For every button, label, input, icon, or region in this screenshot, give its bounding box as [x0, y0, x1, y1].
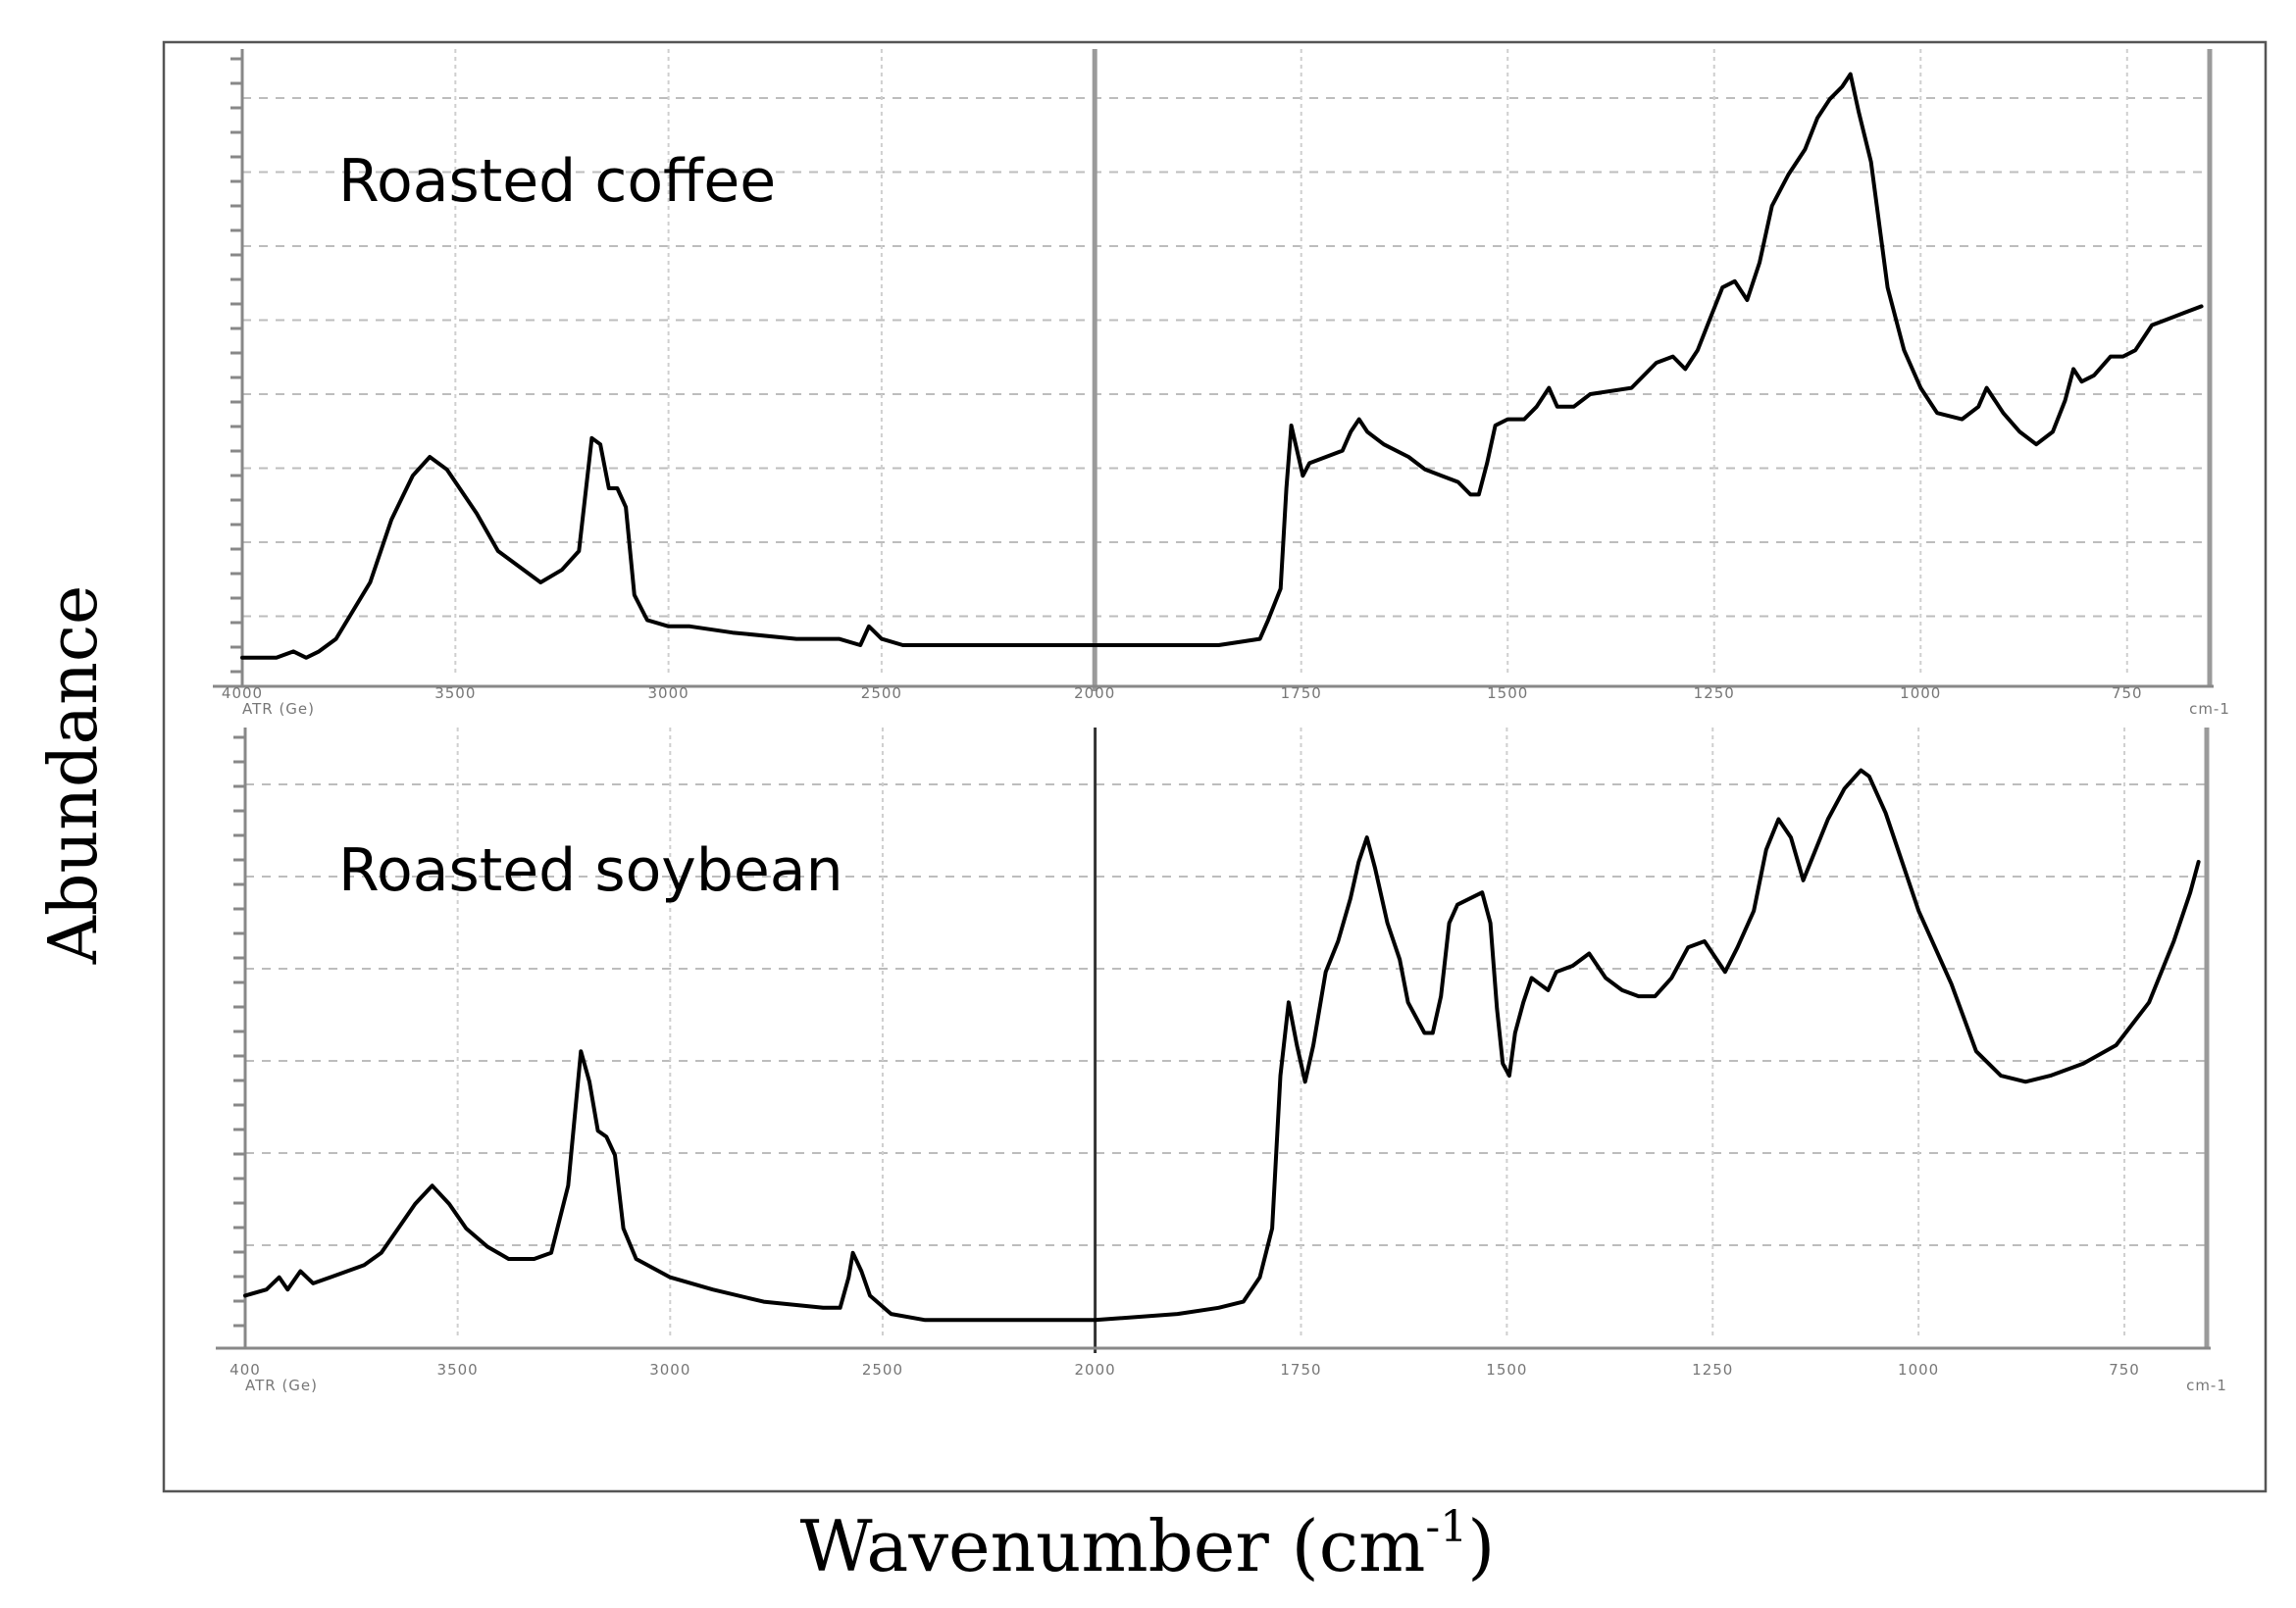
- x-tick-label: 750: [2112, 684, 2143, 702]
- x-tick-label: 3500: [434, 684, 476, 702]
- x-tick-label: 1000: [1900, 684, 1941, 702]
- x-axis-label-close: ): [1467, 1505, 1495, 1587]
- x-tick-label: 1750: [1281, 684, 1322, 702]
- x-tick-label: 1500: [1486, 1361, 1527, 1379]
- spectrum-line: [243, 768, 2201, 1323]
- spectrum-line: [240, 72, 2204, 660]
- x-tick-sublabel-right: cm-1: [2186, 1377, 2227, 1394]
- x-tick-label: 1250: [1692, 1361, 1733, 1379]
- x-tick-label: 1750: [1280, 1361, 1321, 1379]
- x-axis-label-superscript: -1: [1425, 1502, 1467, 1552]
- x-tick-label: 3500: [437, 1361, 479, 1379]
- x-tick-label: 3000: [649, 1361, 690, 1379]
- panel-roasted-soybean: 400 3500 3000 2500 2000 1750 1500 1250 1000 750 AT…: [216, 728, 2227, 1394]
- panel-label: Roasted soybean: [338, 836, 843, 905]
- x-tick-sublabel-left: ATR (Ge): [242, 700, 315, 718]
- panel-label: Roasted coffee: [338, 147, 776, 216]
- x-tick-label: 2000: [1074, 684, 1115, 702]
- x-tick-label: 4000: [222, 684, 263, 702]
- x-tick-label: 400: [230, 1361, 261, 1379]
- x-tick-label: 750: [2109, 1361, 2140, 1379]
- y-axis-label: Abundance: [35, 585, 113, 965]
- x-axis-label: Wavenumber (cm-1): [800, 1502, 1496, 1587]
- x-tick-label: 2500: [862, 1361, 903, 1379]
- x-tick-label: 1000: [1898, 1361, 1939, 1379]
- x-tick-label: 2000: [1075, 1361, 1116, 1379]
- x-tick-sublabel-right: cm-1: [2189, 700, 2230, 718]
- x-tick-sublabel-left: ATR (Ge): [245, 1377, 318, 1394]
- x-tick-label: 2500: [861, 684, 902, 702]
- x-tick-label: 1500: [1487, 684, 1528, 702]
- x-tick-label: 1250: [1694, 684, 1735, 702]
- x-axis-label-main: Wavenumber (cm: [800, 1505, 1426, 1587]
- x-tick-label: 3000: [648, 684, 689, 702]
- outer-frame: [162, 40, 2268, 1493]
- panel-roasted-coffee: 4000 3500 3000 2500 2000 1750 1500 1250 1000 750 A…: [213, 49, 2230, 718]
